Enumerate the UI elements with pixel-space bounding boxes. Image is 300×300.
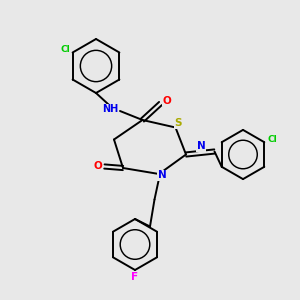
Text: N: N xyxy=(158,170,166,181)
Text: S: S xyxy=(175,118,182,128)
Text: F: F xyxy=(131,272,139,282)
Text: NH: NH xyxy=(102,104,119,115)
Text: N: N xyxy=(197,141,206,152)
Text: O: O xyxy=(93,161,102,171)
Text: O: O xyxy=(163,95,172,106)
Text: Cl: Cl xyxy=(60,45,70,54)
Text: Cl: Cl xyxy=(268,135,278,144)
